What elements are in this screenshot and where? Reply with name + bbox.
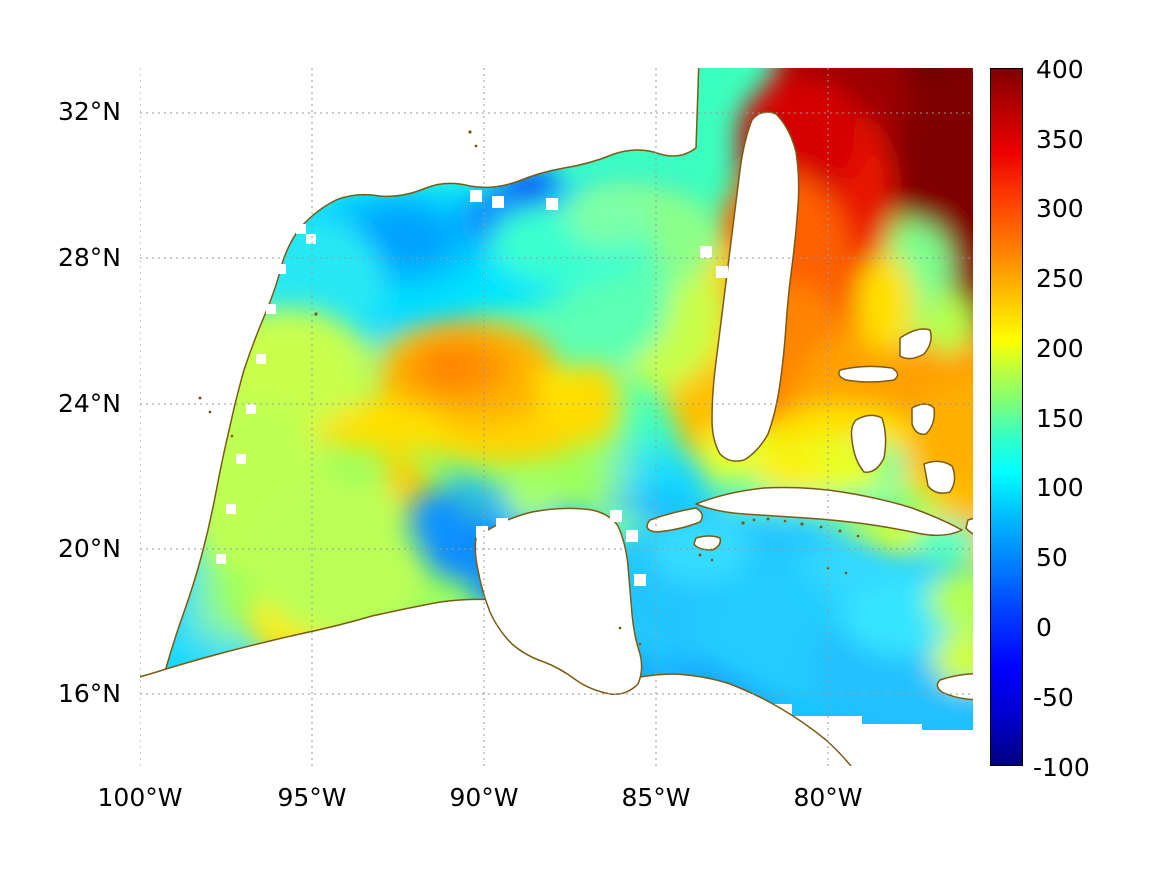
colorbar-gradient [990, 68, 1023, 766]
cbar-label-250: 250 [1036, 264, 1084, 293]
cbar-label-100: 100 [1036, 473, 1084, 502]
coastline-andros [850, 414, 887, 473]
island-dots [198, 130, 860, 646]
cbar-label-300: 300 [1036, 194, 1084, 223]
ytick-label-32n: 32°N [57, 97, 121, 126]
xtick-label-100w: 100°W [97, 783, 183, 812]
cbar-label-minus50: -50 [1033, 683, 1074, 712]
coastline-inagua [965, 517, 973, 535]
cbar-label-400: 400 [1036, 55, 1084, 84]
ytick-label-16n: 16°N [57, 679, 121, 708]
coastline-isla-juventud [693, 535, 722, 551]
cbar-label-50: 50 [1036, 543, 1068, 572]
cbar-label-200: 200 [1036, 334, 1084, 363]
colorbar-svg [990, 68, 1023, 766]
land-layer [140, 68, 973, 766]
coastline-cuba [695, 486, 963, 537]
map-svg [140, 68, 973, 766]
coastline-eleuthera [911, 403, 936, 436]
ytick-label-20n: 20°N [57, 534, 121, 563]
warm-eddy-field [190, 308, 618, 660]
coastline-long-island [923, 460, 956, 494]
coastline-abaco [899, 328, 932, 360]
coastline-cuba-west [646, 507, 703, 533]
coastline-usa-mexico-north [140, 68, 700, 709]
cbar-label-350: 350 [1036, 125, 1084, 154]
gridlines [140, 68, 973, 766]
data-edge-pixels [216, 190, 770, 586]
cbar-label-150: 150 [1036, 404, 1084, 433]
ytick-label-28n: 28°N [57, 243, 121, 272]
cbar-label-minus100: -100 [1033, 753, 1090, 782]
coastline-florida [711, 111, 800, 462]
coastline-grand-bahama [838, 365, 899, 383]
field-layer [140, 68, 973, 766]
coastline-yucatan [474, 507, 643, 696]
coastline-jamaica [936, 673, 973, 701]
xtick-label-95w: 95°W [277, 783, 347, 812]
cbar-label-0: 0 [1036, 613, 1052, 642]
map-axes [140, 68, 973, 766]
xtick-label-90w: 90°W [449, 783, 519, 812]
colorbar[interactable] [990, 68, 1023, 766]
xtick-label-85w: 85°W [621, 783, 691, 812]
ytick-label-24n: 24°N [57, 389, 121, 418]
xtick-label-80w: 80°W [793, 783, 863, 812]
